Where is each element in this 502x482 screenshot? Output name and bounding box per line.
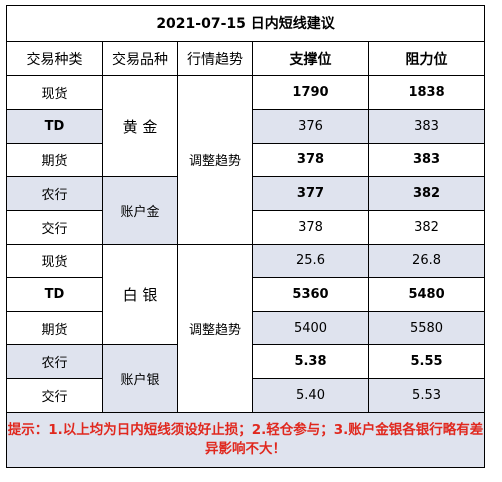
type-cell: 现货: [6, 243, 103, 279]
table-row: 交行 378 382: [6, 209, 486, 245]
table-row: TD 376 383: [6, 109, 486, 144]
resistance-cell: 1838: [367, 75, 486, 110]
support-cell: 377: [252, 176, 369, 211]
support-cell: 5.38: [252, 344, 369, 380]
type-cell: TD: [6, 109, 103, 144]
header-support: 支撑位: [252, 40, 369, 77]
trading-advice-table: 2021-07-15 日内短线建议 交易种类 交易品种 行情趋势 支撑位 阻力位…: [5, 5, 486, 469]
resistance-cell: 5.53: [367, 378, 486, 413]
resistance-cell: 5.55: [367, 344, 486, 380]
resistance-cell: 5480: [367, 277, 486, 312]
table-row: 现货 白 银 调整趋势 25.6 26.8: [6, 243, 486, 413]
product-silver: 白 银: [102, 243, 178, 346]
table-title: 2021-07-15 日内短线建议: [5, 5, 486, 42]
table-row: 现货 黄 金 调整趋势 1790 1838: [6, 75, 486, 245]
resistance-cell: 383: [367, 109, 486, 144]
type-cell: 农行: [6, 344, 103, 380]
type-cell: 期货: [6, 142, 103, 178]
support-cell: 376: [252, 109, 369, 144]
table-row: TD 5360 5480: [6, 277, 486, 312]
table-row: 期货 378 383: [6, 142, 486, 178]
support-cell: 378: [252, 142, 369, 178]
trend-cell-2: 调整趋势: [177, 243, 253, 413]
support-cell: 5400: [252, 310, 369, 346]
header-type: 交易种类: [6, 40, 103, 77]
support-cell: 5360: [252, 277, 369, 312]
type-cell: 农行: [6, 176, 103, 211]
table-row: 交行 5.40 5.53: [6, 378, 486, 413]
type-cell: 现货: [6, 75, 103, 110]
header-product: 交易品种: [102, 40, 178, 77]
product-gold: 黄 金: [102, 75, 178, 178]
header-trend: 行情趋势: [177, 40, 253, 77]
type-cell: TD: [6, 277, 103, 312]
support-cell: 25.6: [252, 243, 369, 279]
resistance-cell: 382: [367, 176, 486, 211]
type-cell: 期货: [6, 310, 103, 346]
trend-cell-1: 调整趋势: [177, 75, 253, 245]
product-gold-account: 账户金: [102, 176, 178, 245]
resistance-cell: 5580: [367, 310, 486, 346]
type-cell: 交行: [6, 378, 103, 413]
support-cell: 1790: [252, 75, 369, 110]
table-row: 农行 账户金 377 382: [6, 176, 486, 245]
resistance-cell: 26.8: [367, 243, 486, 279]
type-cell: 交行: [6, 209, 103, 245]
resistance-cell: 382: [367, 209, 486, 245]
support-cell: 5.40: [252, 378, 369, 413]
product-silver-account: 账户银: [102, 344, 178, 413]
table-row: 农行 账户银 5.38 5.55: [6, 344, 486, 413]
header-resistance: 阻力位: [367, 40, 486, 77]
table-row: 期货 5400 5580: [6, 310, 486, 346]
resistance-cell: 383: [367, 142, 486, 178]
tip-note: 提示：1.以上均为日内短线须设好止损；2.轻仓参与；3.账户金银各银行略有差异影…: [5, 411, 486, 469]
support-cell: 378: [252, 209, 369, 245]
